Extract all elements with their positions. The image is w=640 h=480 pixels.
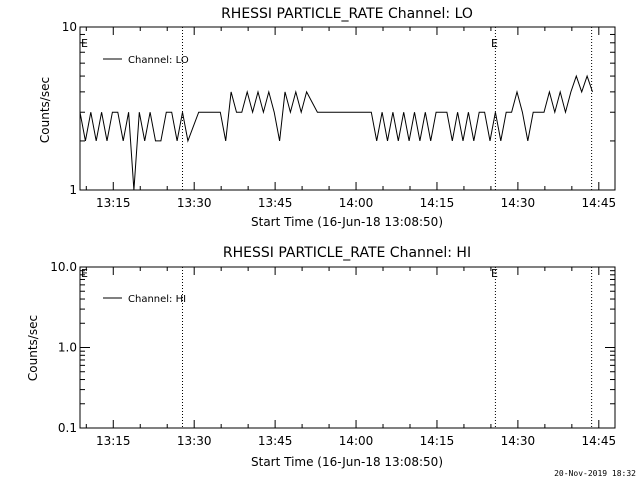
x-tick-label: 14:30 bbox=[501, 196, 536, 210]
y-axis-label-lo: Counts/sec bbox=[38, 77, 52, 143]
plot-frame-hi bbox=[79, 266, 616, 429]
panel-hi: RHESSI PARTICLE_RATE Channel: HI 0.1 1.0 1… bbox=[26, 245, 616, 469]
x-axis-label-lo: Start Time (16-Jun-18 13:08:50) bbox=[251, 215, 443, 229]
x-tick-label: 13:30 bbox=[177, 196, 212, 210]
y-tick-label: 1.0 bbox=[58, 341, 77, 355]
y-tick-label: 10 bbox=[62, 20, 77, 34]
y-axis-label-hi: Counts/sec bbox=[26, 315, 40, 381]
legend-label-lo: Channel: LO bbox=[128, 55, 189, 66]
panel-lo: RHESSI PARTICLE_RATE Channel: LO 1 10 13:… bbox=[38, 6, 616, 229]
x-tick-label: 13:45 bbox=[258, 434, 293, 448]
event-marker-lo-2: E bbox=[491, 37, 498, 50]
x-tick-label: 14:00 bbox=[339, 196, 374, 210]
x-tick-label: 14:45 bbox=[582, 434, 617, 448]
event-marker-hi-1: E bbox=[81, 267, 88, 280]
event-marker-hi-2: E bbox=[491, 267, 498, 280]
chart-title-hi: RHESSI PARTICLE_RATE Channel: HI bbox=[223, 245, 471, 261]
x-axis-label-hi: Start Time (16-Jun-18 13:08:50) bbox=[251, 455, 443, 469]
series-lo bbox=[79, 74, 593, 191]
y-tick-label: 0.1 bbox=[58, 421, 77, 435]
x-tick-label: 14:00 bbox=[339, 434, 374, 448]
series-line bbox=[79, 74, 593, 191]
x-tick-label: 13:15 bbox=[96, 434, 131, 448]
x-tick-label: 14:15 bbox=[420, 434, 455, 448]
legend-lo: Channel: LO bbox=[103, 55, 189, 66]
event-lines-lo bbox=[182, 27, 593, 190]
x-tick-label: 14:15 bbox=[420, 196, 455, 210]
x-tick-label: 13:45 bbox=[258, 196, 293, 210]
legend-label-hi: Channel: HI bbox=[128, 294, 186, 305]
x-tick-label: 13:15 bbox=[96, 196, 131, 210]
x-tick-label: 14:45 bbox=[582, 196, 617, 210]
plot-frame-lo bbox=[79, 26, 616, 191]
y-axis-hi: 0.1 1.0 10.0 bbox=[50, 260, 615, 435]
x-tick-label: 14:30 bbox=[501, 434, 536, 448]
event-marker-lo-1: E bbox=[81, 37, 88, 50]
x-axis-lo: 13:15 13:30 13:45 14:00 14:15 14:30 14:45 bbox=[85, 27, 617, 210]
footer-timestamp: 20-Nov-2019 18:32 bbox=[554, 469, 636, 478]
x-axis-hi: 13:15 13:30 13:45 14:00 14:15 14:30 14:45 bbox=[85, 267, 617, 448]
y-tick-label: 10.0 bbox=[50, 260, 77, 274]
y-tick-label: 1 bbox=[69, 183, 77, 197]
legend-hi: Channel: HI bbox=[103, 294, 186, 305]
chart-title-lo: RHESSI PARTICLE_RATE Channel: LO bbox=[221, 6, 473, 22]
x-tick-label: 13:30 bbox=[177, 434, 212, 448]
